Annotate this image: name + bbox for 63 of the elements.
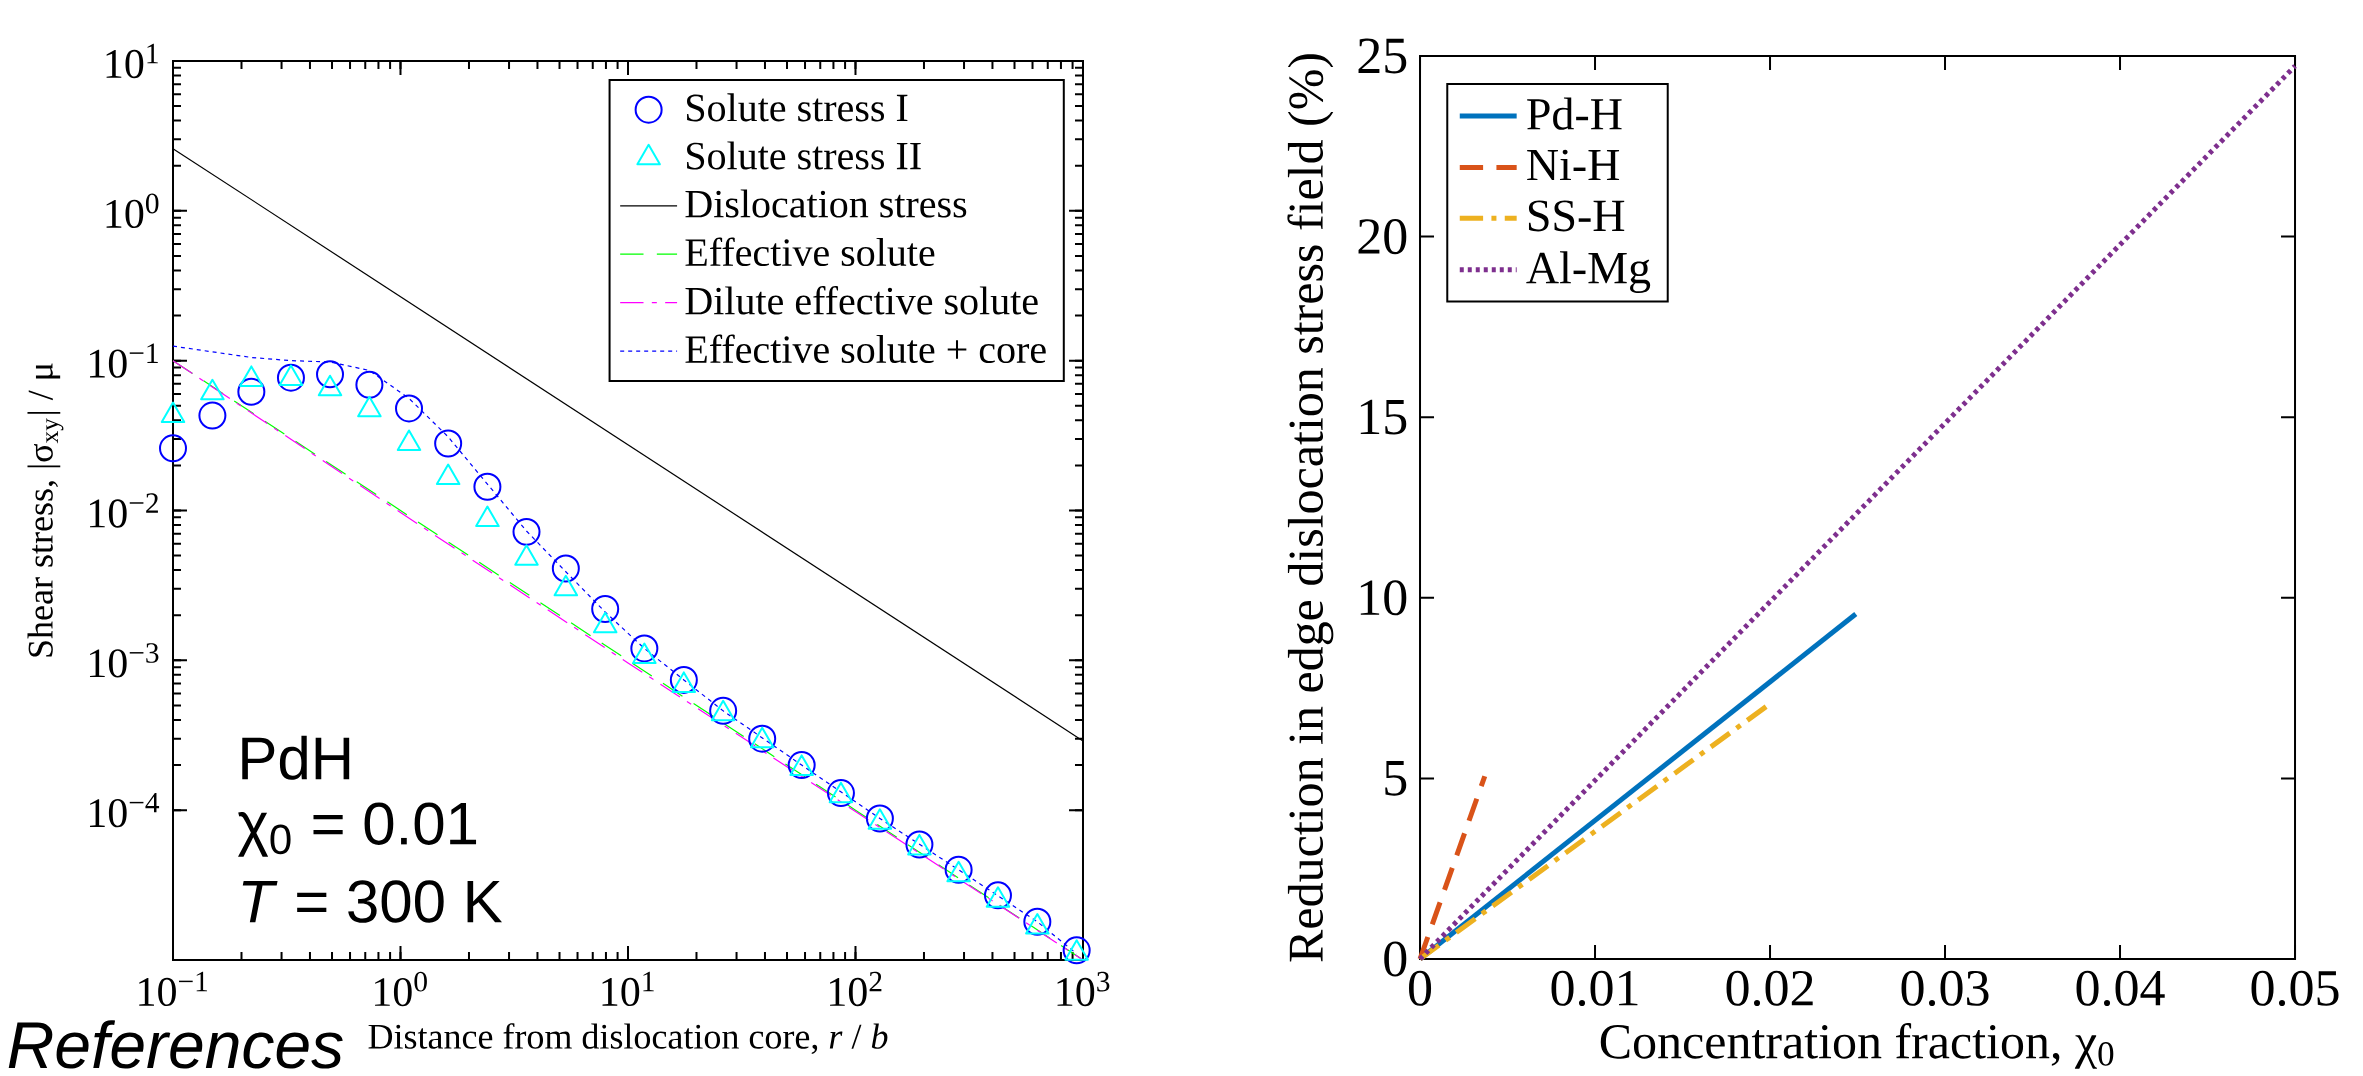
y-tick-label: 10$^{−1}$ (89, 343, 158, 378)
point (198, 401, 227, 430)
y-tick-label: 10$^{−4}$ (89, 793, 160, 828)
point (985, 886, 1011, 908)
x-tick-label: 0.05 (2251, 970, 2339, 1007)
y-tick-label: 5 (1385, 761, 1407, 796)
x-axis-title: Concentration fraction, χ$_{0}$ (1600, 1022, 2114, 1069)
legend-label: Solute stress I (687, 93, 908, 122)
annotation: T = 300 K (242, 880, 503, 923)
x-tick-label: 0 (1409, 970, 1432, 1006)
y-tick-label: 25 (1358, 38, 1407, 74)
text: References (8, 1020, 343, 1069)
y-tick-label: 10$^{0}$ (106, 193, 159, 229)
legend-label: Ni-H (1527, 149, 1620, 181)
point (473, 472, 502, 501)
point (475, 505, 500, 528)
point (316, 360, 345, 389)
x-tick-label: 0.04 (2076, 970, 2165, 1007)
y-tick-label: 20 (1358, 219, 1407, 255)
x-tick-label: 10$^{2}$ (830, 971, 882, 1007)
y-tick-label: 10$^{−3}$ (89, 643, 159, 678)
x-tick-label: 0.01 (1551, 970, 1638, 1007)
point (592, 611, 618, 634)
y-tick-label: 15 (1360, 399, 1407, 435)
point (632, 642, 657, 665)
y-tick-label: 10 (1360, 580, 1407, 616)
annotation: χ$_{0}$ = 0.01 (238, 802, 477, 857)
point (159, 434, 187, 463)
point (514, 544, 539, 566)
point (669, 665, 698, 694)
y-axis-title: Shear stress, |σ$_{xy}$| / μ (27, 363, 64, 657)
x-tick-label: 10$^{−1}$ (139, 971, 208, 1007)
legend-label: Dilute effective solute (685, 286, 1038, 315)
point (671, 671, 697, 693)
point (1025, 913, 1050, 935)
x-tick-label: 10$^{1}$ (602, 971, 654, 1007)
legend-label: Solute stress II (687, 141, 921, 170)
legend-label: Pd-H (1527, 97, 1622, 130)
legend-label: Effective solute (685, 237, 935, 267)
legend-label: Effective solute + core (685, 334, 1046, 364)
point (237, 377, 266, 406)
point (276, 363, 305, 392)
x-tick-label: 0.03 (1901, 970, 1989, 1007)
annotation: PdH (242, 735, 350, 780)
y-tick-label: 10$^{1}$ (106, 43, 158, 79)
y-tick-label: 10$^{−2}$ (89, 493, 158, 528)
y-tick-label: 0 (1384, 941, 1407, 977)
point (395, 394, 424, 423)
point (512, 517, 541, 546)
x-tick-label: 10$^{0}$ (375, 971, 427, 1007)
legend-label: SS-H (1528, 200, 1625, 232)
legend-label: Al-Mg (1526, 251, 1651, 294)
x-axis-title: Distance from dislocation core, r / b (368, 1023, 888, 1055)
point (551, 554, 580, 583)
point (630, 634, 659, 663)
point (946, 860, 971, 883)
y-axis-title: Reduction in edge dislocation stress field (%) (1287, 54, 1334, 962)
point (553, 574, 579, 597)
point (355, 370, 384, 399)
legend-label: Dislocation stress (685, 189, 967, 218)
x-tick-label: 10$^{3}$ (1057, 971, 1110, 1007)
point (434, 429, 463, 458)
x-tick-label: 0.02 (1726, 970, 1813, 1007)
